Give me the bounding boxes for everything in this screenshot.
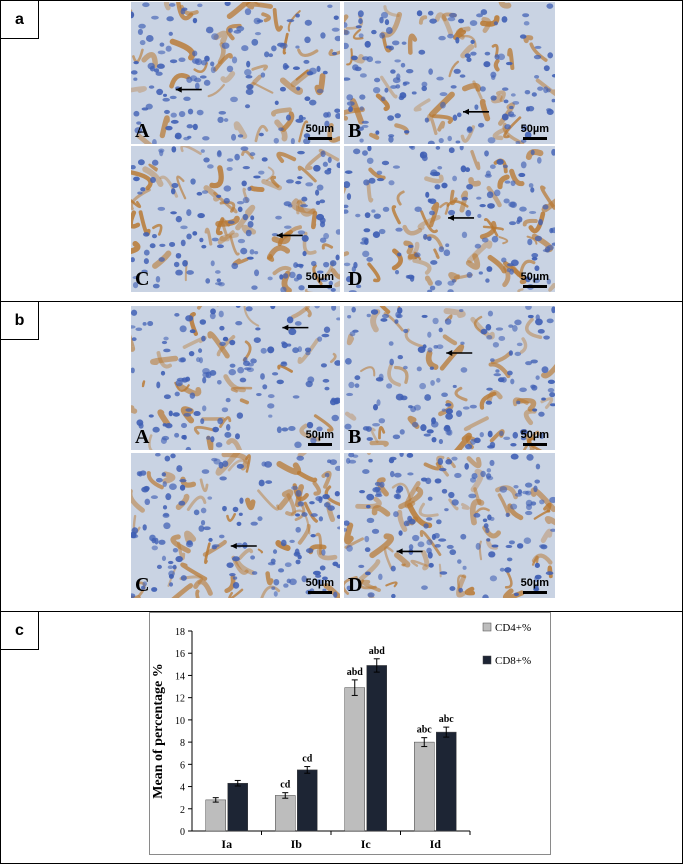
scale-label: 50µm (305, 577, 334, 589)
micrograph-letter: B (348, 120, 362, 142)
significance-label: cd (280, 780, 290, 791)
scale-bar (523, 285, 547, 288)
significance-label: abd (347, 667, 364, 678)
scale-label: 50µm (305, 271, 334, 283)
y-tick-label: 12 (175, 694, 185, 705)
y-tick-label: 6 (180, 760, 185, 771)
panel-b: b (0, 301, 683, 612)
scale-label: 50µm (520, 429, 549, 441)
micrograph-letter: C (135, 574, 150, 596)
significance-label: abc (417, 725, 433, 736)
micrograph-b-A: A 50µm (131, 306, 340, 450)
micrograph-letter: C (135, 268, 150, 290)
significance-label: abd (369, 646, 386, 657)
micrograph-a-B: B 50µm (344, 2, 555, 144)
micrograph-letter: A (135, 120, 150, 142)
scale-bar (308, 137, 332, 140)
x-tick-label: Ib (291, 837, 303, 851)
scale-bar (308, 591, 332, 594)
scale-bar (523, 137, 547, 140)
y-tick-label: 16 (175, 649, 185, 660)
significance-label: cd (302, 754, 312, 765)
panel-label-a: a (1, 1, 39, 39)
micrograph-a-C: C 50µm (131, 146, 340, 292)
bar-chart: Mean of percentage % 0 2 4 6 8 10 12 14 16 18 Ia Ib c… (151, 622, 531, 851)
scale-bar (308, 443, 332, 446)
legend-swatch (482, 655, 492, 665)
scale-label: 50µm (520, 271, 549, 283)
micrograph-a-D: D 50µm (344, 146, 555, 292)
scale-label: 50µm (305, 123, 334, 135)
scale-bar (523, 591, 547, 594)
bar-cd4 (344, 687, 365, 832)
y-tick-label: 2 (180, 805, 185, 816)
y-tick-label: 4 (180, 783, 185, 794)
micrograph-letter: B (348, 426, 362, 448)
y-tick-label: 18 (175, 627, 185, 638)
x-tick-label: Ic (361, 837, 372, 851)
y-tick-label: 10 (175, 716, 185, 727)
scale-bar (523, 443, 547, 446)
micrograph-letter: A (135, 426, 150, 448)
scale-label: 50µm (520, 577, 549, 589)
micrograph-a-A: A 50µm (131, 2, 340, 144)
significance-label: abc (439, 714, 455, 725)
bar-cd8 (227, 782, 248, 832)
micrograph-b-C: C 50µm (131, 453, 340, 598)
micrograph-letter: D (348, 268, 363, 290)
legend-swatch (482, 622, 492, 632)
y-axis-label: Mean of percentage % (151, 663, 166, 798)
scale-bar (308, 285, 332, 288)
panel-label-b: b (1, 302, 39, 340)
scale-label: 50µm (520, 123, 549, 135)
x-tick-label: Ia (221, 837, 232, 851)
scale-label: 50µm (305, 429, 334, 441)
bar-cd8 (436, 731, 457, 832)
y-tick-label: 14 (175, 671, 185, 682)
y-tick-label: 8 (180, 738, 185, 749)
legend-label: CD4+% (495, 622, 531, 634)
micrograph-letter: D (348, 574, 363, 596)
bar-cd4 (205, 799, 226, 832)
x-tick-label: Id (430, 837, 442, 851)
bar-cd8 (297, 769, 318, 832)
bar-cd8 (366, 665, 387, 832)
bar-cd4 (414, 741, 435, 832)
micrograph-b-D: D 50µm (344, 453, 555, 598)
bar-cd4 (275, 795, 296, 832)
panel-a: a (0, 0, 683, 302)
chart-frame: Mean of percentage % 0 2 4 6 8 10 12 14 16 18 Ia Ib c… (149, 612, 551, 855)
panel-label-c: c (1, 612, 39, 650)
y-tick-label: 0 (180, 827, 185, 838)
micrograph-b-B: B 50µm (344, 306, 555, 450)
legend-label: CD8+% (495, 655, 531, 667)
